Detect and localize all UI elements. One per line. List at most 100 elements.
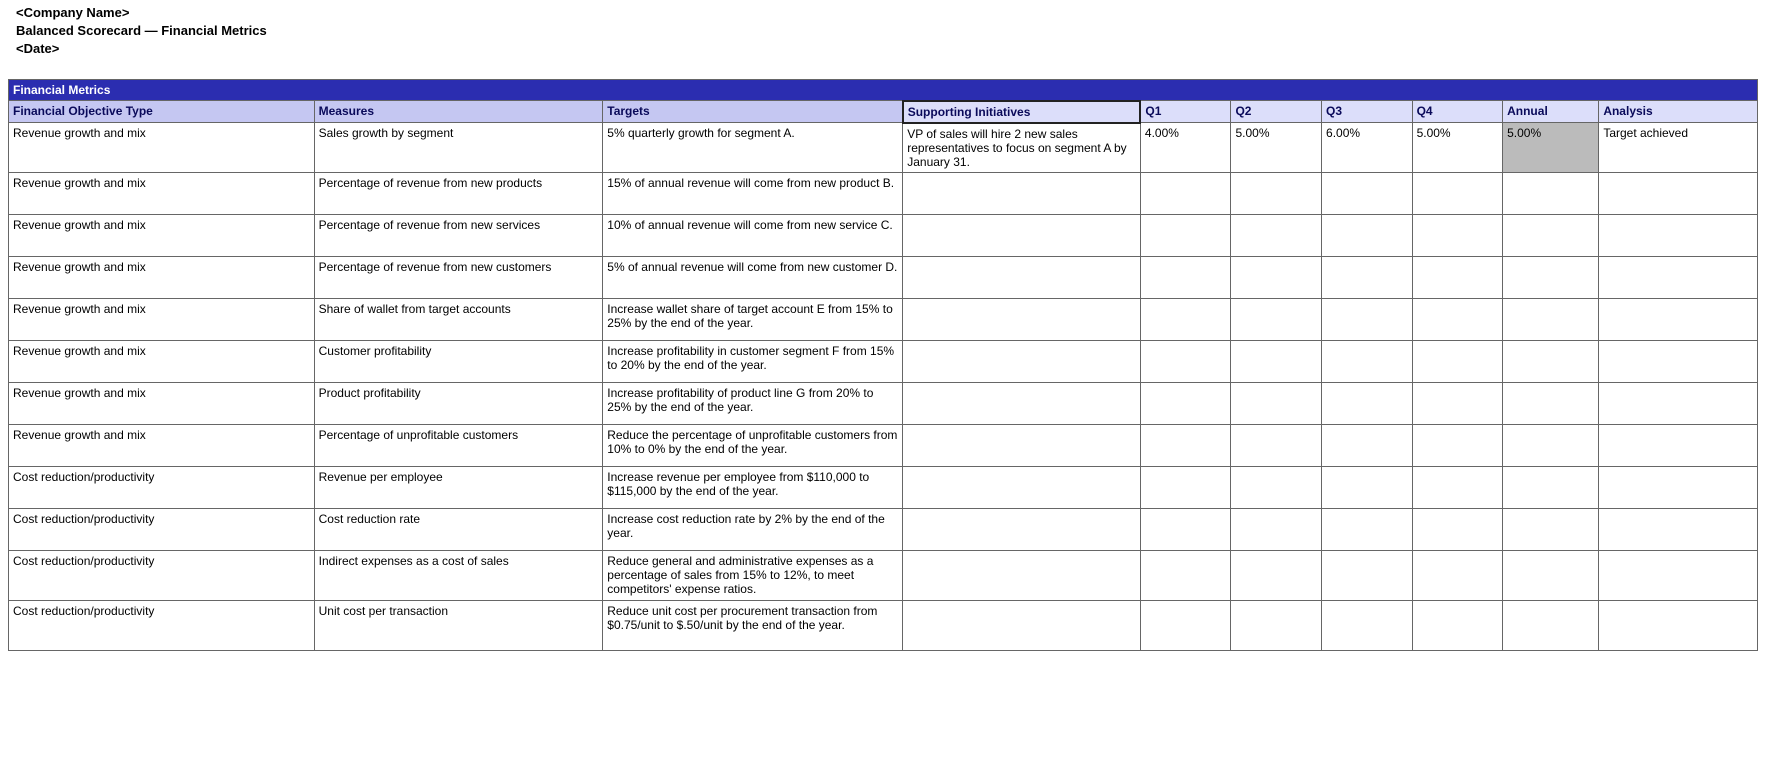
cell-q2[interactable] [1231, 424, 1322, 466]
cell-objective[interactable]: Revenue growth and mix [9, 382, 315, 424]
cell-targets[interactable]: Reduce general and administrative expens… [603, 550, 903, 600]
table-row[interactable]: Cost reduction/productivityCost reductio… [9, 508, 1758, 550]
cell-analysis[interactable] [1599, 508, 1758, 550]
cell-measures[interactable]: Percentage of unprofitable customers [314, 424, 603, 466]
cell-supporting[interactable] [903, 256, 1141, 298]
cell-measures[interactable]: Unit cost per transaction [314, 600, 603, 650]
cell-objective[interactable]: Revenue growth and mix [9, 298, 315, 340]
cell-q1[interactable] [1140, 382, 1231, 424]
cell-q2[interactable] [1231, 172, 1322, 214]
table-row[interactable]: Revenue growth and mixSales growth by se… [9, 123, 1758, 173]
cell-q4[interactable] [1412, 214, 1503, 256]
table-row[interactable]: Cost reduction/productivityRevenue per e… [9, 466, 1758, 508]
cell-annual[interactable] [1503, 172, 1599, 214]
cell-annual[interactable] [1503, 600, 1599, 650]
cell-q1[interactable] [1140, 600, 1231, 650]
cell-targets[interactable]: 5% of annual revenue will come from new … [603, 256, 903, 298]
cell-analysis[interactable] [1599, 214, 1758, 256]
cell-targets[interactable]: Reduce unit cost per procurement transac… [603, 600, 903, 650]
cell-analysis[interactable] [1599, 256, 1758, 298]
cell-objective[interactable]: Revenue growth and mix [9, 256, 315, 298]
cell-supporting[interactable] [903, 424, 1141, 466]
cell-annual[interactable] [1503, 550, 1599, 600]
table-row[interactable]: Revenue growth and mixCustomer profitabi… [9, 340, 1758, 382]
cell-targets[interactable]: Increase revenue per employee from $110,… [603, 466, 903, 508]
table-row[interactable]: Revenue growth and mixPercentage of reve… [9, 256, 1758, 298]
cell-q3[interactable] [1322, 256, 1413, 298]
cell-q1[interactable] [1140, 424, 1231, 466]
cell-targets[interactable]: 5% quarterly growth for segment A. [603, 123, 903, 173]
cell-targets[interactable]: Reduce the percentage of unprofitable cu… [603, 424, 903, 466]
cell-annual[interactable] [1503, 466, 1599, 508]
cell-q4[interactable] [1412, 466, 1503, 508]
cell-q1[interactable] [1140, 466, 1231, 508]
cell-supporting[interactable] [903, 340, 1141, 382]
cell-q1[interactable]: 4.00% [1140, 123, 1231, 173]
cell-supporting[interactable] [903, 550, 1141, 600]
cell-q1[interactable] [1140, 214, 1231, 256]
cell-q3[interactable] [1322, 424, 1413, 466]
cell-q3[interactable] [1322, 298, 1413, 340]
col-head-q1[interactable]: Q1 [1140, 101, 1231, 123]
cell-q4[interactable] [1412, 424, 1503, 466]
cell-objective[interactable]: Cost reduction/productivity [9, 600, 315, 650]
col-head-objective[interactable]: Financial Objective Type [9, 101, 315, 123]
cell-objective[interactable]: Revenue growth and mix [9, 214, 315, 256]
cell-supporting[interactable] [903, 382, 1141, 424]
cell-supporting[interactable] [903, 214, 1141, 256]
cell-analysis[interactable] [1599, 600, 1758, 650]
cell-supporting[interactable] [903, 466, 1141, 508]
cell-analysis[interactable] [1599, 466, 1758, 508]
cell-measures[interactable]: Revenue per employee [314, 466, 603, 508]
cell-targets[interactable]: Increase cost reduction rate by 2% by th… [603, 508, 903, 550]
cell-annual[interactable] [1503, 256, 1599, 298]
cell-q2[interactable] [1231, 256, 1322, 298]
cell-q3[interactable]: 6.00% [1322, 123, 1413, 173]
cell-targets[interactable]: 15% of annual revenue will come from new… [603, 172, 903, 214]
col-head-supporting[interactable]: Supporting Initiatives [903, 101, 1141, 123]
cell-q4[interactable] [1412, 340, 1503, 382]
cell-analysis[interactable]: Target achieved [1599, 123, 1758, 173]
cell-annual[interactable] [1503, 298, 1599, 340]
cell-supporting[interactable] [903, 298, 1141, 340]
cell-measures[interactable]: Cost reduction rate [314, 508, 603, 550]
cell-q4[interactable] [1412, 298, 1503, 340]
table-row[interactable]: Revenue growth and mixShare of wallet fr… [9, 298, 1758, 340]
cell-measures[interactable]: Percentage of revenue from new services [314, 214, 603, 256]
cell-analysis[interactable] [1599, 424, 1758, 466]
cell-objective[interactable]: Cost reduction/productivity [9, 466, 315, 508]
col-head-q4[interactable]: Q4 [1412, 101, 1503, 123]
col-head-targets[interactable]: Targets [603, 101, 903, 123]
table-row[interactable]: Revenue growth and mixPercentage of reve… [9, 214, 1758, 256]
cell-objective[interactable]: Cost reduction/productivity [9, 508, 315, 550]
cell-q2[interactable] [1231, 214, 1322, 256]
cell-q2[interactable] [1231, 298, 1322, 340]
col-head-annual[interactable]: Annual [1503, 101, 1599, 123]
cell-targets[interactable]: Increase profitability in customer segme… [603, 340, 903, 382]
col-head-q3[interactable]: Q3 [1322, 101, 1413, 123]
cell-q4[interactable] [1412, 382, 1503, 424]
cell-supporting[interactable] [903, 508, 1141, 550]
cell-supporting[interactable]: VP of sales will hire 2 new sales repres… [903, 123, 1141, 173]
cell-q2[interactable] [1231, 340, 1322, 382]
cell-q2[interactable] [1231, 600, 1322, 650]
cell-annual[interactable]: 5.00% [1503, 123, 1599, 173]
cell-targets[interactable]: Increase wallet share of target account … [603, 298, 903, 340]
cell-q2[interactable] [1231, 466, 1322, 508]
cell-q3[interactable] [1322, 340, 1413, 382]
cell-supporting[interactable] [903, 172, 1141, 214]
cell-measures[interactable]: Percentage of revenue from new customers [314, 256, 603, 298]
cell-measures[interactable]: Product profitability [314, 382, 603, 424]
cell-q2[interactable] [1231, 508, 1322, 550]
cell-q4[interactable] [1412, 550, 1503, 600]
cell-analysis[interactable] [1599, 382, 1758, 424]
cell-objective[interactable]: Revenue growth and mix [9, 424, 315, 466]
cell-q2[interactable]: 5.00% [1231, 123, 1322, 173]
cell-measures[interactable]: Customer profitability [314, 340, 603, 382]
table-row[interactable]: Cost reduction/productivityUnit cost per… [9, 600, 1758, 650]
cell-analysis[interactable] [1599, 340, 1758, 382]
col-head-q2[interactable]: Q2 [1231, 101, 1322, 123]
cell-q1[interactable] [1140, 340, 1231, 382]
cell-measures[interactable]: Share of wallet from target accounts [314, 298, 603, 340]
table-row[interactable]: Cost reduction/productivityIndirect expe… [9, 550, 1758, 600]
